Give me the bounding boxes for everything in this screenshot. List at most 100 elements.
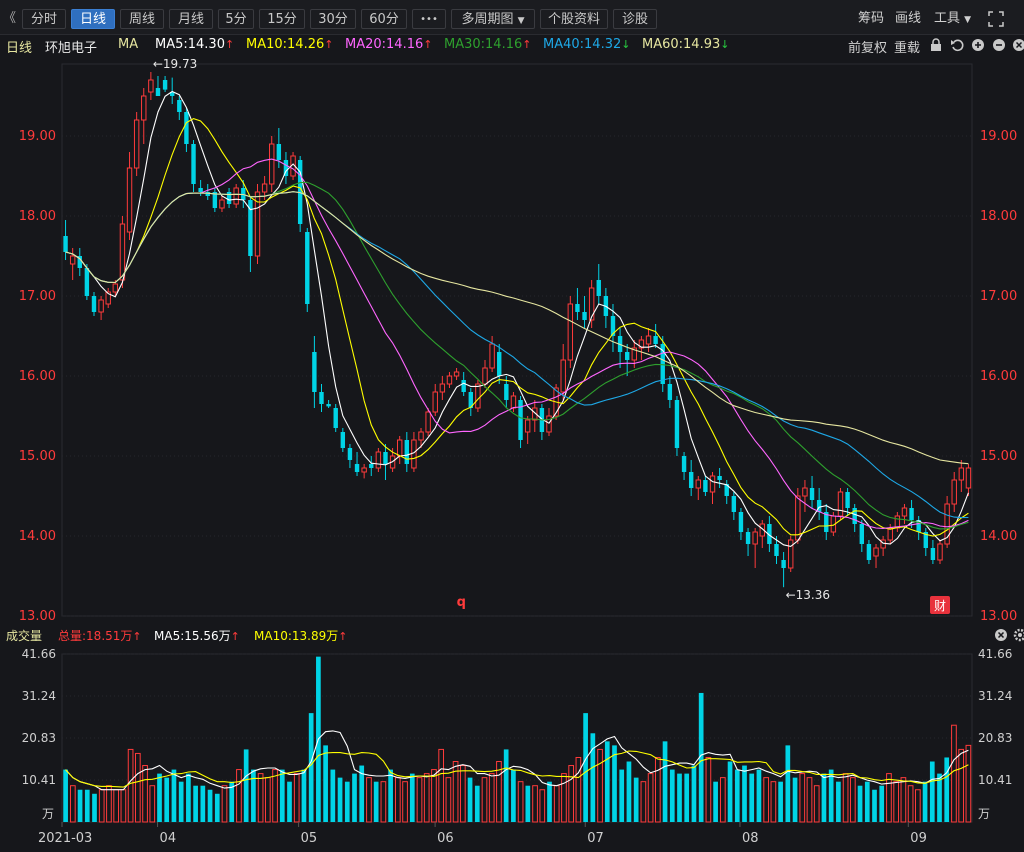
- candle-body: [560, 359, 566, 393]
- candle-body: [326, 404, 331, 407]
- volume-bar: [713, 781, 718, 822]
- close-icon[interactable]: [1012, 38, 1024, 52]
- volume-bar: [836, 781, 841, 822]
- volume-bar: [142, 765, 148, 823]
- forward-adjust-button[interactable]: 前复权: [848, 41, 888, 56]
- zoom-in-icon[interactable]: [971, 38, 985, 52]
- back-button[interactable]: 《: [3, 11, 17, 26]
- chevron-down-icon: ▼: [964, 15, 972, 25]
- undo-icon[interactable]: [950, 38, 964, 52]
- volume-bar: [178, 781, 184, 822]
- chips-button[interactable]: 筹码: [858, 11, 885, 26]
- volume-bar: [886, 773, 892, 823]
- volume-bar: [330, 769, 336, 822]
- stock-profile-button[interactable]: 个股资料: [540, 9, 608, 29]
- candlestick-chart[interactable]: 13.00 13.00 14.00 14.00 15.00 15.00 16.00 16.00…: [0, 56, 1024, 624]
- volume-bar: [127, 748, 134, 823]
- tab-30min[interactable]: 30分: [310, 9, 356, 29]
- x-tick-label: 04: [160, 831, 177, 846]
- volume-bar: [705, 756, 712, 823]
- volume-bar: [445, 777, 452, 823]
- y-tick-label-left: 15.00: [19, 449, 56, 464]
- volume-bar: [366, 777, 372, 823]
- volume-tick-label-right: 20.83: [978, 731, 1012, 745]
- candle-body: [660, 344, 665, 384]
- volume-chart[interactable]: 41.66 41.66 31.24 31.24 20.83 20.83 10.41 10.41…: [0, 646, 1024, 852]
- high-price-annotation: ←19.73: [153, 57, 197, 71]
- up-arrow-icon: ↑: [423, 38, 433, 51]
- candle-body: [653, 336, 658, 344]
- tab-15min[interactable]: 15分: [259, 9, 305, 29]
- volume-bar: [900, 777, 907, 823]
- tab-intraday[interactable]: 分时: [22, 9, 66, 29]
- expand-icon[interactable]: [988, 11, 1004, 27]
- tab-daily[interactable]: 日线: [71, 9, 115, 29]
- tab-weekly[interactable]: 周线: [120, 9, 164, 29]
- volume-bar: [272, 769, 278, 823]
- volume-bar: [279, 769, 285, 822]
- settings-icon[interactable]: [1013, 628, 1024, 642]
- more-periods-button[interactable]: •••: [412, 9, 446, 29]
- volume-bar: [792, 777, 798, 822]
- tab-monthly[interactable]: 月线: [169, 9, 213, 29]
- candle-body: [254, 191, 261, 257]
- lock-icon[interactable]: [929, 38, 943, 52]
- tab-60min[interactable]: 60分: [361, 9, 407, 29]
- volume-bar: [186, 773, 191, 822]
- reload-button[interactable]: 重载: [894, 41, 921, 56]
- candle-body: [404, 440, 410, 464]
- x-tick-label: 05: [301, 831, 318, 846]
- candle-body: [162, 80, 168, 90]
- multi-period-dropdown[interactable]: 多周期图 ▼: [451, 9, 535, 29]
- candle-body: [631, 347, 638, 361]
- tools-menu[interactable]: 工具 ▼: [934, 9, 971, 29]
- volume-bar: [373, 781, 379, 822]
- candle-body: [418, 431, 424, 441]
- candle-body: [575, 304, 580, 312]
- candle-body: [582, 312, 587, 320]
- volume-bar: [677, 773, 682, 822]
- close-icon[interactable]: [994, 628, 1008, 642]
- volume-bar: [402, 781, 408, 823]
- ma60-line: [65, 191, 969, 465]
- volume-bar: [937, 773, 942, 822]
- candle-body: [148, 79, 154, 93]
- candle-body: [937, 543, 943, 561]
- volume-bar: [640, 781, 647, 823]
- volume-bar: [539, 789, 546, 823]
- volume-bar: [590, 733, 596, 822]
- candle-body: [795, 495, 801, 541]
- diagnosis-button[interactable]: 诊股: [613, 9, 657, 29]
- volume-bar: [719, 777, 726, 823]
- down-arrow-icon: ↓: [720, 38, 730, 51]
- candle-body: [916, 520, 921, 532]
- candle-body: [198, 188, 203, 192]
- tab-5min[interactable]: 5分: [218, 9, 254, 29]
- volume-ma5: MA5:15.56万↑: [154, 629, 240, 643]
- volume-bar: [806, 777, 813, 823]
- ma-label: MA: [118, 37, 139, 52]
- volume-bar: [84, 789, 90, 822]
- candle-body: [91, 296, 97, 312]
- volume-ma10-line: [65, 750, 969, 788]
- volume-bar: [120, 789, 127, 823]
- volume-bar: [149, 785, 156, 823]
- volume-bar: [431, 769, 437, 823]
- volume-bar: [251, 769, 256, 822]
- candle-body: [112, 283, 119, 293]
- candle-body: [297, 160, 303, 224]
- candle-body: [717, 476, 722, 480]
- candle-body: [141, 95, 147, 121]
- volume-bar: [612, 745, 617, 822]
- candle-body: [738, 512, 744, 532]
- draw-line-button[interactable]: 画线: [895, 11, 922, 26]
- y-tick-label-right: 17.00: [980, 289, 1017, 304]
- candle-body: [759, 523, 765, 537]
- volume-bar: [561, 773, 567, 823]
- volume-bar: [914, 789, 921, 823]
- up-arrow-icon: ↑: [132, 630, 142, 643]
- down-arrow-icon: ↓: [621, 38, 631, 51]
- up-arrow-icon: ↑: [324, 38, 334, 51]
- candle-body: [951, 479, 957, 505]
- zoom-out-icon[interactable]: [992, 38, 1006, 52]
